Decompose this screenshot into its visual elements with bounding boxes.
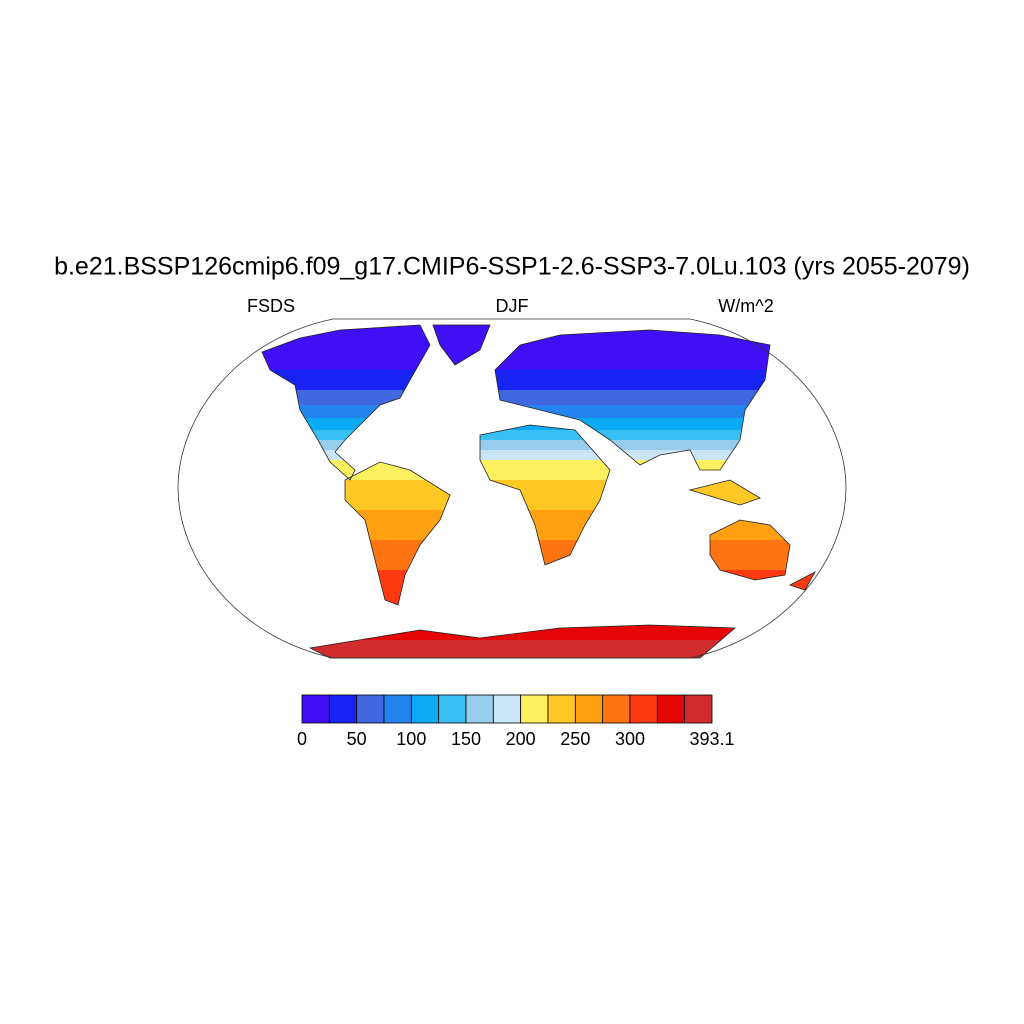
colorbar-box (410, 694, 440, 724)
colorbar-label: 300 (615, 729, 645, 749)
colorbar-label: 200 (506, 729, 536, 749)
colorbar-label: 393.1 (689, 729, 734, 749)
variable-label: FSDS (247, 296, 295, 316)
colorbar-label: 150 (451, 729, 481, 749)
colorbar-box (520, 694, 549, 724)
coastlines (261, 324, 816, 659)
colorbar-box (465, 694, 494, 724)
colorbar-box (328, 694, 358, 724)
title: b.e21.BSSP126cmip6.f09_g17.CMIP6-SSP1-2.… (54, 253, 970, 281)
colorbar-box (684, 694, 713, 724)
colorbar-box (301, 694, 330, 724)
units-label: W/m^2 (718, 296, 773, 316)
map-border (177, 318, 847, 659)
colorbar-box (656, 694, 686, 724)
colorbar-box (356, 694, 385, 724)
colorbar-box (492, 694, 522, 724)
colorbar-label: 0 (297, 729, 307, 749)
colorbar-box (438, 694, 467, 724)
colorbar-box (574, 694, 604, 724)
colorbar-label: 250 (560, 729, 590, 749)
land-field (262, 325, 815, 658)
colorbar: 0 50 100 150 200 250 300 393.1 (297, 694, 735, 749)
colorbar-label: 50 (347, 729, 367, 749)
colorbar-label: 100 (396, 729, 426, 749)
colorbar-box (383, 694, 412, 724)
colorbar-box (602, 694, 631, 724)
season-label: DJF (496, 296, 529, 316)
colorbar-box (629, 694, 658, 724)
colorbar-box (547, 694, 576, 724)
